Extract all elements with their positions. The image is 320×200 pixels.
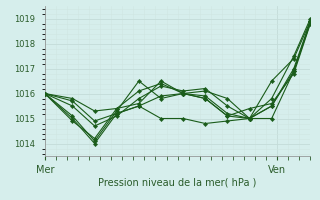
X-axis label: Pression niveau de la mer( hPa ): Pression niveau de la mer( hPa ) [99,178,257,188]
